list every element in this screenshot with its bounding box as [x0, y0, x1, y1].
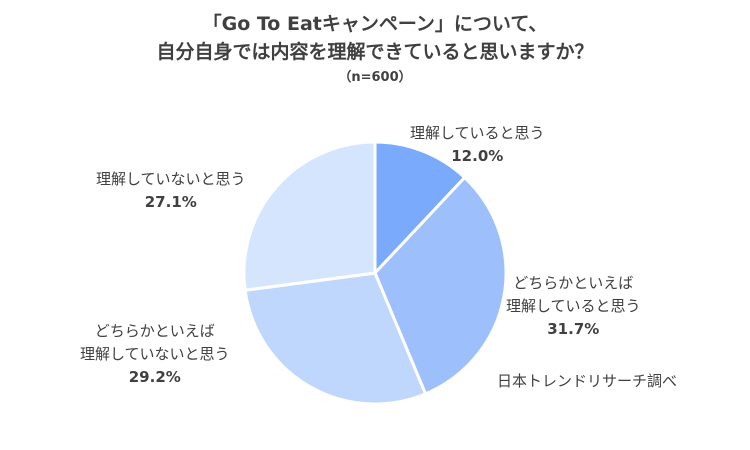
pie-slices [242, 140, 508, 406]
pie-slice-somewhat-not-understand [243, 271, 428, 406]
source-note: 日本トレンドリサーチ調べ [497, 372, 678, 390]
slice-label-line: 理解していないと思う [96, 170, 246, 188]
slice-label-line: 理解していると思う [506, 297, 641, 315]
slice-label-understand: 理解していると思う 12.0% [410, 122, 545, 168]
slice-percent: 31.7% [547, 320, 600, 338]
pie-slice-understand [373, 140, 467, 275]
slice-label-line: 理解していないと思う [80, 345, 230, 363]
slice-percent: 12.0% [451, 147, 504, 165]
slice-label-somewhat-understand: どちらかといえば 理解していると思う 31.7% [506, 272, 641, 341]
slice-label-line: どちらかといえば [513, 274, 634, 292]
chart-subtitle: （n=600） [338, 70, 412, 85]
slice-percent: 29.2% [128, 368, 181, 386]
slice-label-line: 理解していると思う [410, 124, 545, 142]
chart-title-block: 「Go To Eatキャンペーン」について、 自分自身では内容を理解できていると… [0, 10, 750, 88]
slice-percent: 27.1% [144, 193, 197, 211]
pie-slice-not-understand [242, 140, 377, 292]
chart-title-line-2: 自分自身では内容を理解できていると思いますか？ [156, 41, 594, 63]
chart-title-line-1: 「Go To Eatキャンペーン」について、 [202, 13, 548, 35]
slice-label-line: どちらかといえば [94, 322, 215, 340]
pie-slice-somewhat-understand [373, 176, 508, 396]
slice-label-somewhat-not-understand: どちらかといえば 理解していないと思う 29.2% [80, 320, 230, 389]
slice-label-not-understand: 理解していないと思う 27.1% [96, 168, 246, 214]
